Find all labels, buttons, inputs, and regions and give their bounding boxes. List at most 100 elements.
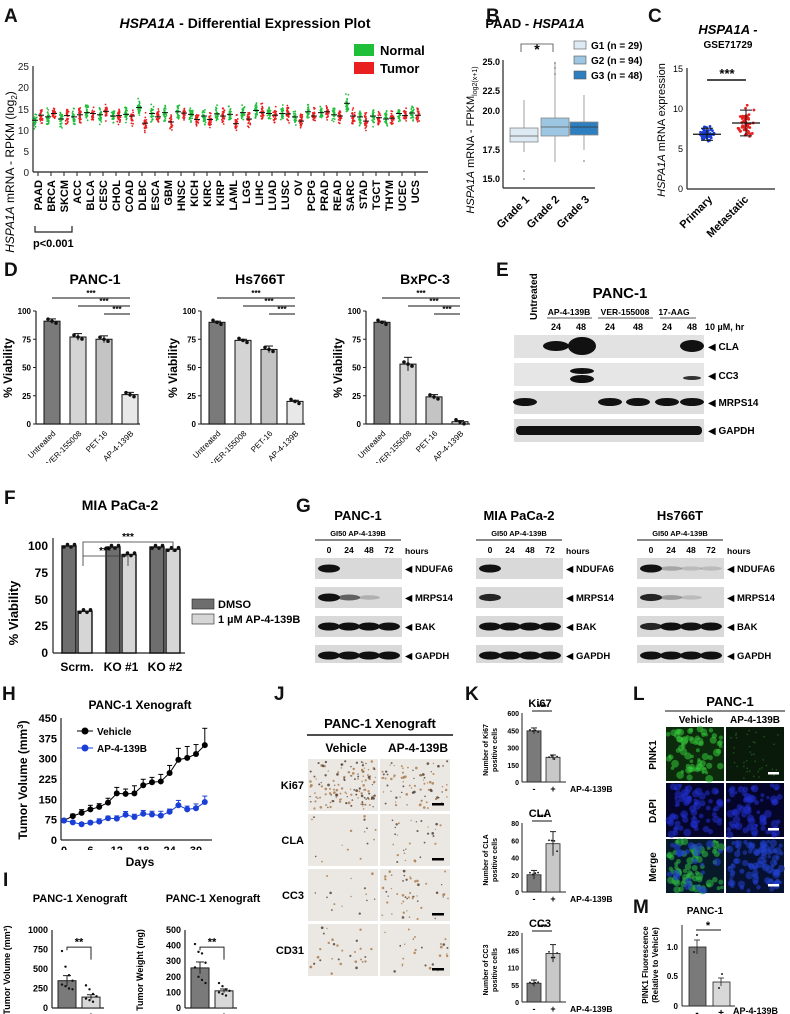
- gi50-header: GI50 AP-4-139B: [491, 529, 547, 538]
- xtick: CESC: [98, 180, 110, 211]
- xtick: UCEC: [397, 180, 409, 211]
- ytick: 0: [176, 1003, 181, 1013]
- ytick: 220: [507, 931, 519, 938]
- time-label: 72: [545, 545, 555, 555]
- ytick: 25: [18, 62, 30, 73]
- panel-label-c: C: [648, 6, 662, 27]
- ytick: 500: [166, 925, 181, 935]
- sig-marker: *: [534, 41, 540, 57]
- chart-title: PANC-1: [69, 271, 120, 287]
- panel-f-ylabel: % Viability: [6, 580, 21, 646]
- band-label: ◀ BAK: [566, 622, 597, 633]
- y-axis-label: positive cells: [492, 838, 499, 882]
- y-axis-label: Number of CLA: [483, 834, 490, 885]
- hours-label: hours: [566, 546, 590, 556]
- xtick: KICH: [189, 180, 201, 207]
- group-label: VER-155008: [601, 307, 650, 317]
- xtick: KO #2: [148, 660, 183, 674]
- panel-a-chart: HSPA1A - Differential Expression Plot No…: [3, 15, 428, 253]
- panel-m: M PANC-1 PINK1 Fluorescence (Relative to…: [630, 895, 790, 1014]
- xtick: STAD: [358, 180, 370, 209]
- xtick: -: [198, 1011, 202, 1014]
- panel-d-charts: PANC-1% Viability0255075100UntreatedVER-…: [1, 271, 470, 468]
- xtick: +: [718, 1008, 724, 1014]
- xtick: Grade 3: [555, 194, 592, 231]
- ytick: 450: [507, 728, 519, 735]
- ytick: 0: [41, 646, 48, 660]
- xtick: LUSC: [280, 180, 292, 210]
- legend-normal-swatch: [354, 44, 374, 56]
- ytick: 20.0: [482, 106, 500, 116]
- sig-marker: ***: [416, 289, 426, 298]
- ytick: 100: [348, 307, 362, 316]
- ytick: 60: [511, 838, 519, 845]
- legend-dmso: DMSO: [218, 599, 251, 611]
- xtick: -: [695, 1008, 698, 1014]
- band-label: ◀ MRPS14: [566, 593, 615, 604]
- panel-l-title: PANC-1: [706, 694, 753, 709]
- time-label: 0: [327, 545, 332, 555]
- time-label: 24: [344, 545, 354, 555]
- row-label: Ki67: [281, 780, 304, 792]
- cell-line-title: MIA PaCa-2: [483, 508, 554, 523]
- hours-label: hours: [727, 546, 751, 556]
- panel-e: E PANC-1 Untreated AP-4-139B VER-155008 …: [490, 258, 790, 463]
- panel-e-blot: PANC-1 Untreated AP-4-139B VER-155008 17…: [513, 273, 759, 442]
- time-label: 48: [525, 545, 535, 555]
- time-label: 24: [605, 322, 615, 332]
- chart-title: PANC-1 Xenograft: [33, 893, 128, 905]
- chart-title: Hs766T: [235, 271, 285, 287]
- xtick: -: [533, 784, 536, 794]
- xtick: LGG: [241, 180, 253, 204]
- sig-marker: ***: [112, 305, 122, 314]
- band-label: ◀ GAPDH: [566, 651, 610, 662]
- time-label: 24: [505, 545, 515, 555]
- legend-g1: G1 (n = 29): [591, 41, 642, 52]
- sig-marker: ***: [442, 305, 452, 314]
- y-axis-label: Number of Ki67: [483, 724, 490, 776]
- legend-tumor-swatch: [354, 62, 374, 74]
- xtick: PAAD: [33, 180, 45, 210]
- time-label: 24: [666, 545, 676, 555]
- gi50-header: GI50 AP-4-139B: [652, 529, 708, 538]
- panel-f: F MIA PaCa-2 % Viability 0 25 50 75 100 …: [0, 488, 300, 678]
- band-label: ◀ CLA: [708, 342, 739, 353]
- band-label: ◀ NDUFA6: [727, 564, 775, 575]
- col-ap: AP-4-139B: [388, 741, 448, 755]
- band-label: ◀ GAPDH: [405, 651, 449, 662]
- col-ap: AP-4-139B: [730, 715, 780, 726]
- sig-marker: ***: [99, 546, 111, 557]
- panel-label-a: A: [4, 6, 18, 27]
- ytick: 17.5: [482, 145, 500, 155]
- untreated-label: Untreated: [529, 273, 540, 320]
- xtick: ACC: [72, 180, 84, 204]
- ytick: 50: [35, 593, 49, 607]
- ytick: 100: [18, 307, 32, 316]
- legend-normal-label: Normal: [380, 43, 425, 58]
- ytick: 0: [515, 1000, 519, 1007]
- y-axis-label: positive cells: [492, 728, 499, 772]
- y-axis-label: Tumor Volume (mm³): [2, 925, 12, 1014]
- xtick: HNSC: [176, 180, 188, 211]
- ytick: 20: [18, 83, 30, 94]
- panel-a-ylabel: HSPA1A mRNA - RPKM (log2): [3, 91, 19, 253]
- xtick: BLCA: [85, 180, 97, 211]
- band-label: ◀ GAPDH: [727, 651, 771, 662]
- ytick: 110: [508, 966, 519, 973]
- panel-e-title: PANC-1: [593, 285, 648, 302]
- panel-i-charts: Days PANC-1 Xenograft Tumor Volume (mm³) 0…: [2, 855, 284, 1014]
- ytick: 5: [678, 144, 683, 154]
- cell-line-title: PANC-1: [334, 508, 381, 523]
- xtick: PCPG: [306, 180, 318, 211]
- xtick: LUAD: [267, 180, 279, 211]
- xtick: Scrm.: [60, 660, 93, 674]
- panel-h: H PANC-1 Xenograft Tumor Volume (mm3) 0 7…: [0, 680, 260, 857]
- cell-line-title: Hs766T: [657, 508, 703, 523]
- ytick: 0: [678, 184, 683, 194]
- xtick: KO #1: [104, 660, 139, 674]
- xtick: +: [550, 894, 555, 904]
- panel-j-ihc: PANC-1 Xenograft Vehicle AP-4-139B Ki67 C…: [276, 716, 453, 976]
- chart-title: Ki67: [528, 698, 551, 710]
- gi50-header: GI50 AP-4-139B: [330, 529, 386, 538]
- xtick: ESCA: [150, 180, 162, 211]
